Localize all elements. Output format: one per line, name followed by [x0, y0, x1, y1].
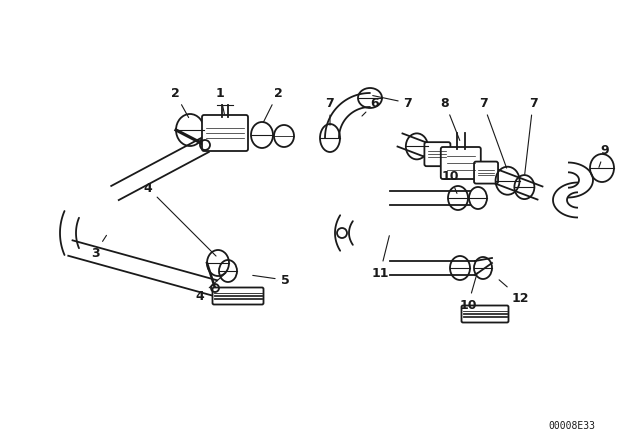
Text: 7: 7 — [525, 96, 538, 174]
FancyBboxPatch shape — [441, 147, 481, 179]
Text: 2: 2 — [263, 86, 282, 122]
Text: 4: 4 — [143, 181, 216, 256]
Text: 7: 7 — [372, 95, 412, 109]
Text: 1: 1 — [216, 86, 225, 114]
FancyBboxPatch shape — [212, 288, 264, 305]
Text: 11: 11 — [371, 236, 389, 280]
Text: 5: 5 — [253, 273, 289, 287]
Text: 2: 2 — [171, 86, 189, 117]
Text: 8: 8 — [441, 96, 460, 140]
Text: 4: 4 — [196, 273, 226, 302]
FancyBboxPatch shape — [424, 142, 451, 166]
Text: 3: 3 — [91, 235, 106, 259]
Text: 10: 10 — [441, 169, 459, 194]
Text: 7: 7 — [479, 96, 507, 168]
FancyBboxPatch shape — [461, 306, 509, 323]
Text: 7: 7 — [326, 96, 334, 125]
Text: 00008E33: 00008E33 — [548, 421, 595, 431]
Text: 9: 9 — [599, 143, 609, 168]
Text: 6: 6 — [362, 96, 380, 116]
FancyBboxPatch shape — [202, 115, 248, 151]
Text: 12: 12 — [499, 280, 529, 305]
Text: 10: 10 — [460, 273, 477, 311]
FancyBboxPatch shape — [474, 162, 498, 184]
